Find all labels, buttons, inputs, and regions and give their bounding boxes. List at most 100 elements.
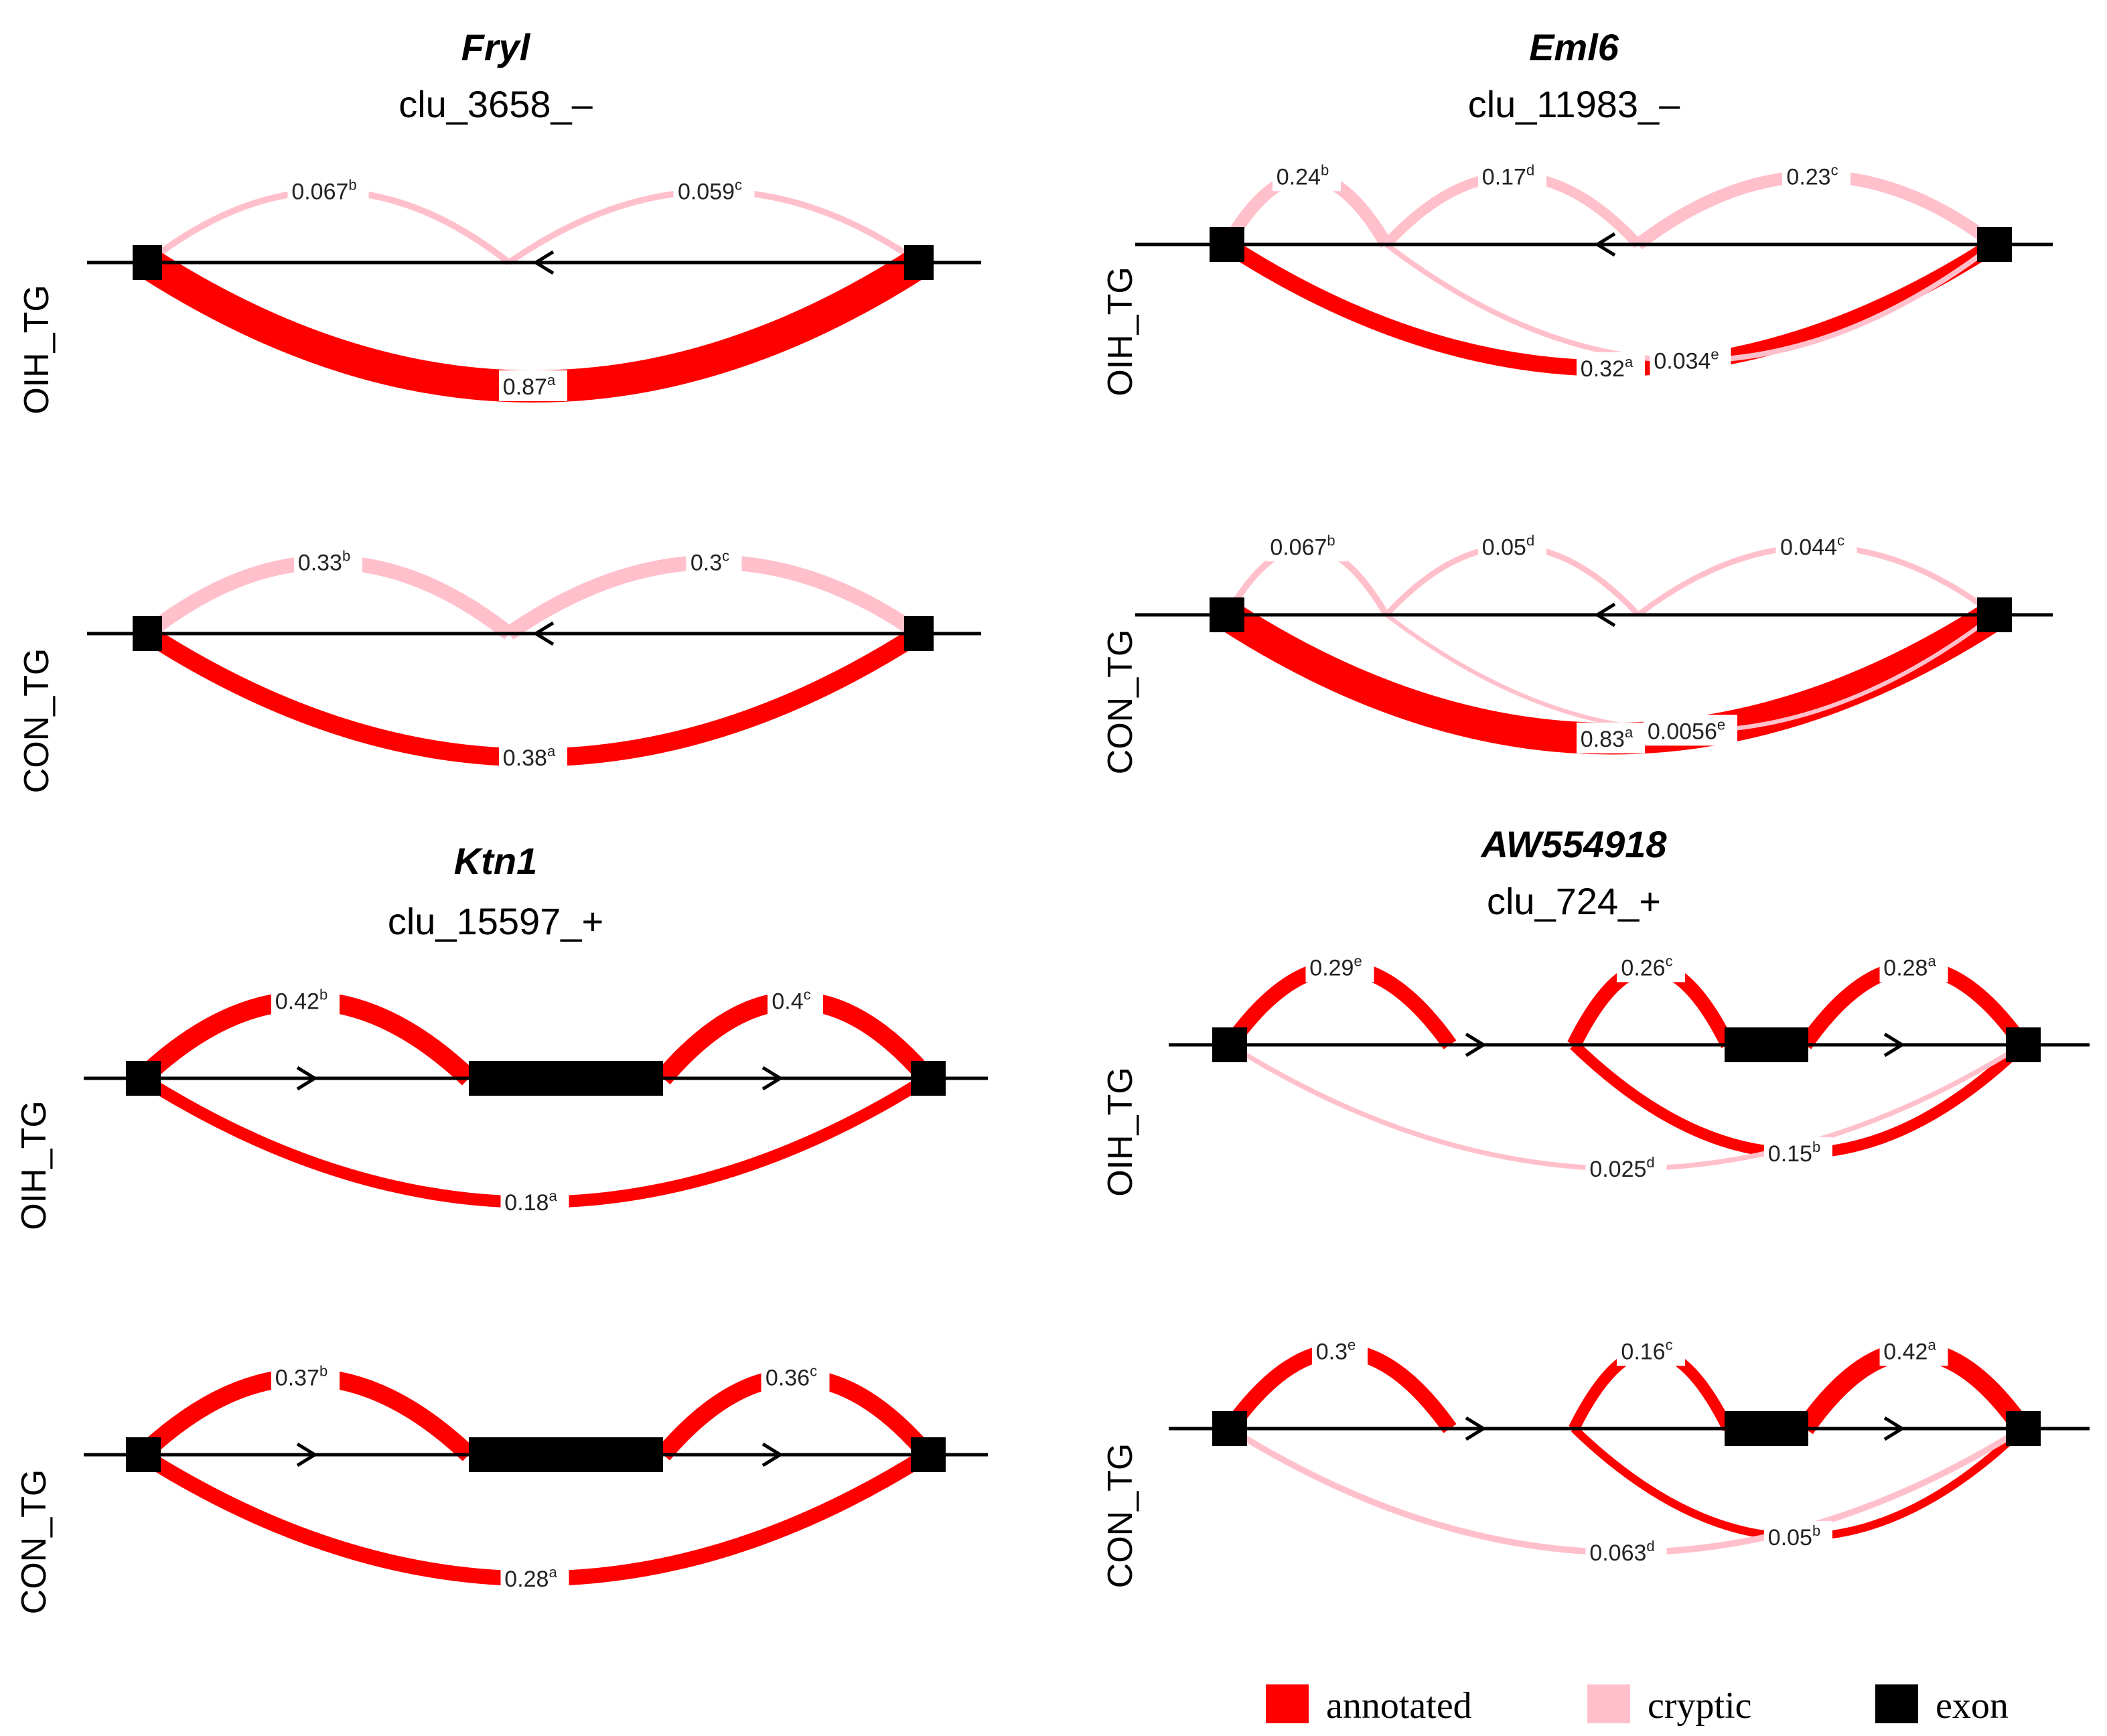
exon-block: [1725, 1027, 1808, 1062]
legend-swatch-cryptic: [1587, 1684, 1630, 1723]
strand-arrow-left-icon: [532, 621, 555, 646]
junction-label-bg: [1312, 1335, 1368, 1366]
junction-label: 0.37b: [275, 1362, 328, 1390]
junction-label-bg: [1305, 951, 1374, 983]
junction-arcs: [1221, 169, 1999, 377]
strand-arrow-right-icon: [1883, 1032, 1905, 1058]
junction-value: 0.26: [1621, 955, 1665, 981]
exon-block: [1212, 1027, 1247, 1062]
cluster-title: clu_11983_–: [1468, 83, 1680, 125]
junction-letter: b: [1327, 532, 1335, 549]
junction-value: 0.28: [1883, 955, 1928, 981]
junction-letter: b: [319, 1362, 328, 1379]
track-con-tg: CON_TG 0.33b 0.3c 0.38a: [17, 546, 981, 793]
junction-value: 0.28: [504, 1567, 549, 1592]
exon-block: [126, 1437, 161, 1472]
junction-label-bg: [500, 1186, 569, 1217]
junction-value: 0.36: [766, 1365, 810, 1390]
junction-arc-annotated: [139, 1073, 931, 1208]
junction-label-bg: [1782, 160, 1850, 192]
exon-block: [1212, 1411, 1247, 1446]
exon-block: [911, 1061, 946, 1096]
junction-label-bg: [1478, 160, 1546, 192]
exon-block: [133, 245, 162, 280]
junction-value: 0.18: [504, 1190, 549, 1216]
junction-letter: b: [348, 177, 356, 194]
gene-title: Eml6: [1529, 26, 1619, 68]
exon-block: [1210, 227, 1244, 262]
junction-label: 0.26c: [1621, 952, 1672, 981]
junction-label: 0.16c: [1621, 1336, 1672, 1364]
junction-letter: c: [804, 986, 811, 1003]
junction-label: 0.067b: [291, 177, 356, 205]
track-oih-tg: OIH_TG 0.29e 0.26c 0.28a 0.15b 0.025d: [1101, 951, 2090, 1197]
junction-value: 0.044: [1780, 534, 1837, 560]
junction-letter: a: [547, 743, 556, 760]
junction-label: 0.36c: [766, 1362, 817, 1390]
junction-arc-annotated: [139, 248, 928, 403]
junction-letter: c: [810, 1362, 817, 1379]
junction-value: 0.87: [503, 374, 547, 400]
junction-label: 0.24b: [1277, 161, 1329, 190]
exon-block: [2006, 1027, 2041, 1062]
junction-label-bg: [294, 546, 362, 577]
junction-label-bg: [686, 546, 742, 577]
junction-label-bg: [1585, 1536, 1667, 1567]
junction-label-bg: [1879, 951, 1948, 983]
junction-value: 0.24: [1277, 164, 1321, 190]
junction-letter: c: [735, 177, 742, 194]
cluster-title: clu_15597_+: [388, 900, 603, 942]
exon-block: [1977, 597, 2012, 632]
junction-arcs: [135, 991, 935, 1208]
junction-label-bg: [1577, 722, 1645, 753]
junction-label: 0.4c: [772, 986, 810, 1014]
strand-arrow-right-icon: [1465, 1032, 1487, 1058]
junction-letter: d: [1646, 1538, 1654, 1554]
strand-arrow-right-icon: [761, 1066, 784, 1091]
strand-arrow-left-icon: [532, 250, 555, 275]
junction-label: 0.18a: [504, 1187, 557, 1216]
track-label: OIH_TG: [15, 1100, 54, 1230]
junction-arcs: [1223, 1342, 2031, 1556]
junction-letter: d: [1526, 161, 1534, 178]
junction-arc-annotated: [142, 626, 924, 767]
junction-letter: a: [1928, 1336, 1936, 1353]
junction-letter: c: [722, 548, 729, 565]
junction-value: 0.4: [772, 989, 803, 1014]
exon-block: [133, 616, 162, 651]
junction-label: 0.067b: [1270, 532, 1335, 560]
junction-label: 0.32a: [1581, 354, 1633, 382]
junction-letter: b: [1812, 1522, 1820, 1539]
track-oih-tg: OIH_TG 0.24b 0.17d 0.23c 0.32a 0.034e: [1101, 160, 2053, 396]
gene-title: Ktn1: [454, 840, 537, 882]
exon-block: [911, 1437, 946, 1472]
track-label: CON_TG: [1101, 1443, 1140, 1589]
strand-arrow-right-icon: [296, 1442, 318, 1467]
junction-letter: c: [1666, 1336, 1673, 1353]
junction-label: 0.28a: [1883, 952, 1936, 981]
junction-label-bg: [1577, 352, 1645, 383]
junction-label-bg: [1617, 1335, 1685, 1366]
junction-label-bg: [1617, 951, 1685, 983]
exon-block: [904, 245, 934, 280]
junction-label: 0.17d: [1482, 161, 1534, 190]
junction-label: 0.38a: [503, 743, 556, 771]
junction-label-bg: [768, 985, 823, 1016]
junction-letter: a: [547, 372, 556, 388]
strand-arrow-right-icon: [296, 1066, 318, 1091]
junction-letter: e: [1717, 716, 1725, 733]
junction-label: 0.3e: [1316, 1336, 1356, 1364]
junction-label: 0.28a: [504, 1564, 557, 1592]
strand-arrow-right-icon: [761, 1442, 784, 1467]
junction-letter: c: [1666, 952, 1673, 969]
legend-swatch-annotated: [1266, 1684, 1309, 1723]
junction-value: 0.17: [1482, 164, 1526, 190]
exon-block: [1210, 597, 1244, 632]
junction-label: 0.42a: [1883, 1336, 1936, 1364]
junction-letter: e: [1711, 346, 1719, 362]
exon-block: [469, 1061, 663, 1096]
junction-value: 0.067: [291, 179, 348, 205]
